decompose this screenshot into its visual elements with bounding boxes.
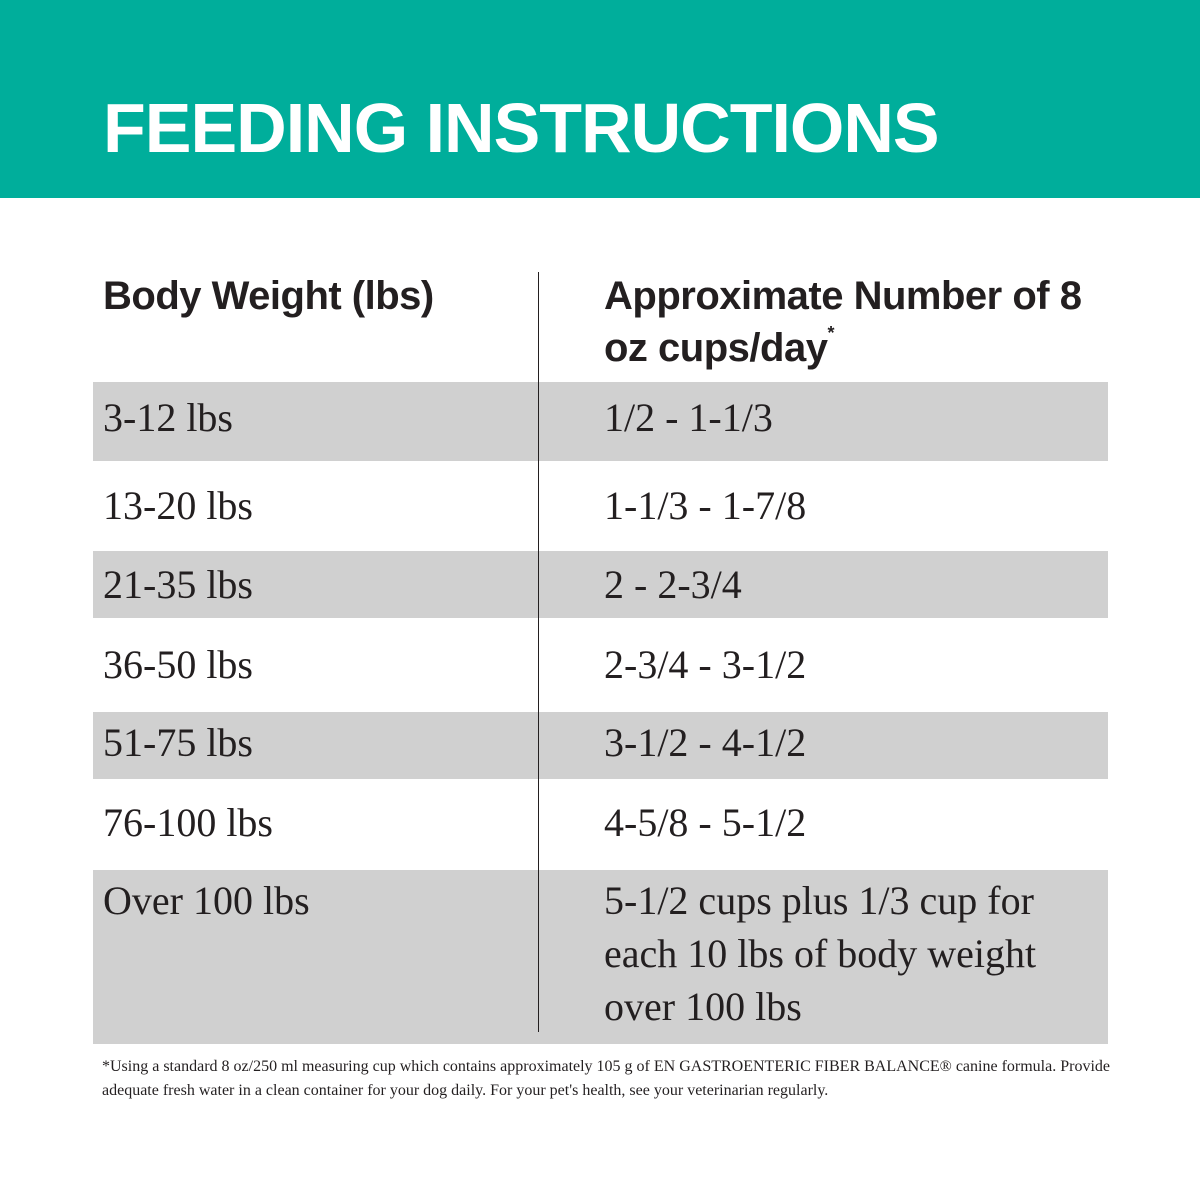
- weight-cell: 21-35 lbs: [103, 562, 253, 607]
- header-cups-per-day: Approximate Number of 8 oz cups/day*: [604, 270, 1084, 374]
- weight-cell: 3-12 lbs: [103, 395, 233, 440]
- column-divider: [538, 272, 539, 1032]
- table-row: 3-12 lbs 1/2 - 1-1/3: [93, 382, 1108, 461]
- cups-cell: 4-5/8 - 5-1/2: [604, 800, 807, 845]
- cups-cell: 3-1/2 - 4-1/2: [604, 720, 807, 765]
- weight-cell: 36-50 lbs: [103, 642, 253, 687]
- header-body-weight: Body Weight (lbs): [103, 274, 434, 318]
- cups-cell: 1-1/3 - 1-7/8: [604, 483, 807, 528]
- cups-cell: 2 - 2-3/4: [604, 562, 742, 607]
- table-row: 76-100 lbs 4-5/8 - 5-1/2: [93, 779, 1108, 870]
- table-row: 13-20 lbs 1-1/3 - 1-7/8: [93, 461, 1108, 551]
- weight-cell: 13-20 lbs: [103, 483, 253, 528]
- table-row: 36-50 lbs 2-3/4 - 3-1/2: [93, 618, 1108, 712]
- cups-cell: 1/2 - 1-1/3: [604, 395, 773, 440]
- weight-cell: 51-75 lbs: [103, 720, 253, 765]
- table-row: 21-35 lbs 2 - 2-3/4: [93, 551, 1108, 618]
- weight-cell: Over 100 lbs: [103, 878, 310, 923]
- footnote: *Using a standard 8 oz/250 ml measuring …: [102, 1058, 1110, 1099]
- feeding-table: Body Weight (lbs) Approximate Number of …: [93, 270, 1108, 1044]
- weight-cell: 76-100 lbs: [103, 800, 273, 845]
- table-row: Over 100 lbs 5-1/2 cups plus 1/3 cup for…: [93, 870, 1108, 1044]
- page-title: FEEDING INSTRUCTIONS: [103, 89, 940, 167]
- cups-cell: 2-3/4 - 3-1/2: [604, 642, 807, 687]
- header-banner: FEEDING INSTRUCTIONS: [0, 0, 1200, 198]
- table-row: 51-75 lbs 3-1/2 - 4-1/2: [93, 712, 1108, 779]
- footnote-marker: *: [827, 323, 834, 343]
- header-cups-text: Approximate Number of 8 oz cups/day: [604, 274, 1082, 370]
- table-header: Body Weight (lbs) Approximate Number of …: [93, 270, 1108, 382]
- cups-cell: 5-1/2 cups plus 1/3 cup for each 10 lbs …: [604, 878, 1037, 1029]
